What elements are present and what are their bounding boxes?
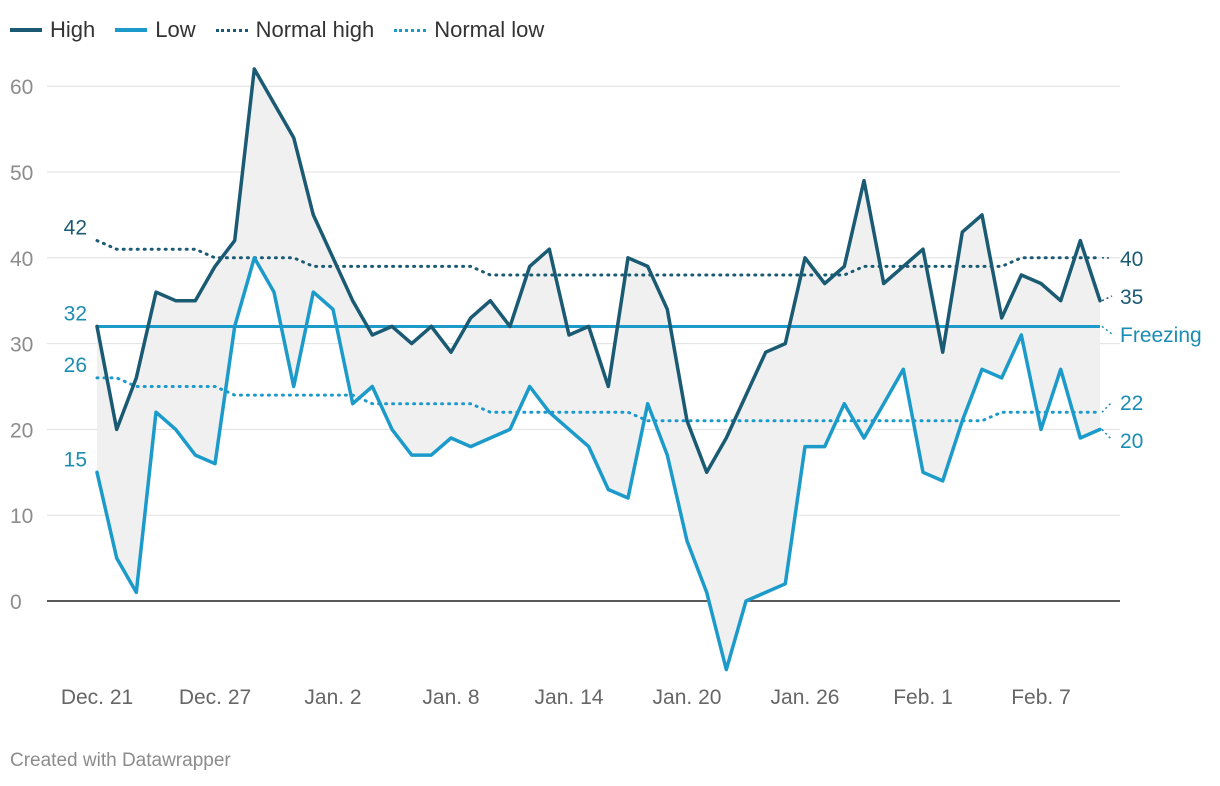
end-label-leader [1101,401,1113,413]
legend-swatch [394,28,427,32]
end-value-label: 22 [1120,392,1143,415]
y-tick-label: 0 [10,591,22,614]
y-tick-label: 10 [10,505,33,528]
legend-item-normal-low: Normal low [394,17,544,43]
end-value-label: 20 [1120,430,1143,453]
legend-label: High [50,17,96,42]
legend-item-high: High [10,17,95,43]
end-label-leader [1101,295,1113,302]
legend-swatch [10,28,42,32]
start-value-label: 42 [64,217,87,240]
x-tick-label: Feb. 1 [893,686,953,709]
legend-label: Normal low [434,17,545,42]
legend-label: Normal high [255,17,375,42]
y-tick-label: 40 [10,248,33,271]
series-line-low [95,256,1102,672]
x-tick-label: Jan. 20 [653,686,722,709]
x-tick-label: Jan. 26 [771,686,840,709]
legend-item-low: Low [115,17,196,43]
y-tick-label: 60 [10,76,33,99]
end-value-label: 40 [1120,248,1143,271]
start-value-label: 15 [64,448,87,471]
legend-swatch [215,28,248,32]
end-label-leader [1101,428,1113,441]
x-tick-label: Jan. 2 [304,686,361,709]
legend-item-normal-high: Normal high [215,17,375,43]
chart-legend: High Low Normal high Normal low [10,14,564,46]
legend-swatch [115,28,148,32]
y-tick-label: 20 [10,419,33,442]
x-tick-label: Dec. 21 [61,686,133,709]
y-tick-label: 50 [10,162,33,185]
x-tick-label: Feb. 7 [1011,686,1071,709]
start-value-label: 26 [64,354,87,377]
high-low-range-area [97,69,1100,670]
start-value-label: 32 [64,302,87,325]
end-value-label: Freezing [1120,324,1202,347]
x-tick-label: Jan. 14 [535,686,604,709]
x-tick-label: Dec. 27 [179,686,251,709]
end-value-label: 35 [1120,286,1143,309]
end-label-leader [1101,325,1113,335]
y-tick-label: 30 [10,334,33,357]
credit-text: Created with Datawrapper [10,750,231,771]
series-line-high [95,67,1102,475]
legend-label: Low [155,17,196,42]
x-tick-label: Jan. 8 [422,686,479,709]
temperature-line-chart: 0 10 20 30 40 50 60 Dec. 21 Dec. 27 Jan. 2 Jan. 8 J… [10,67,1202,709]
